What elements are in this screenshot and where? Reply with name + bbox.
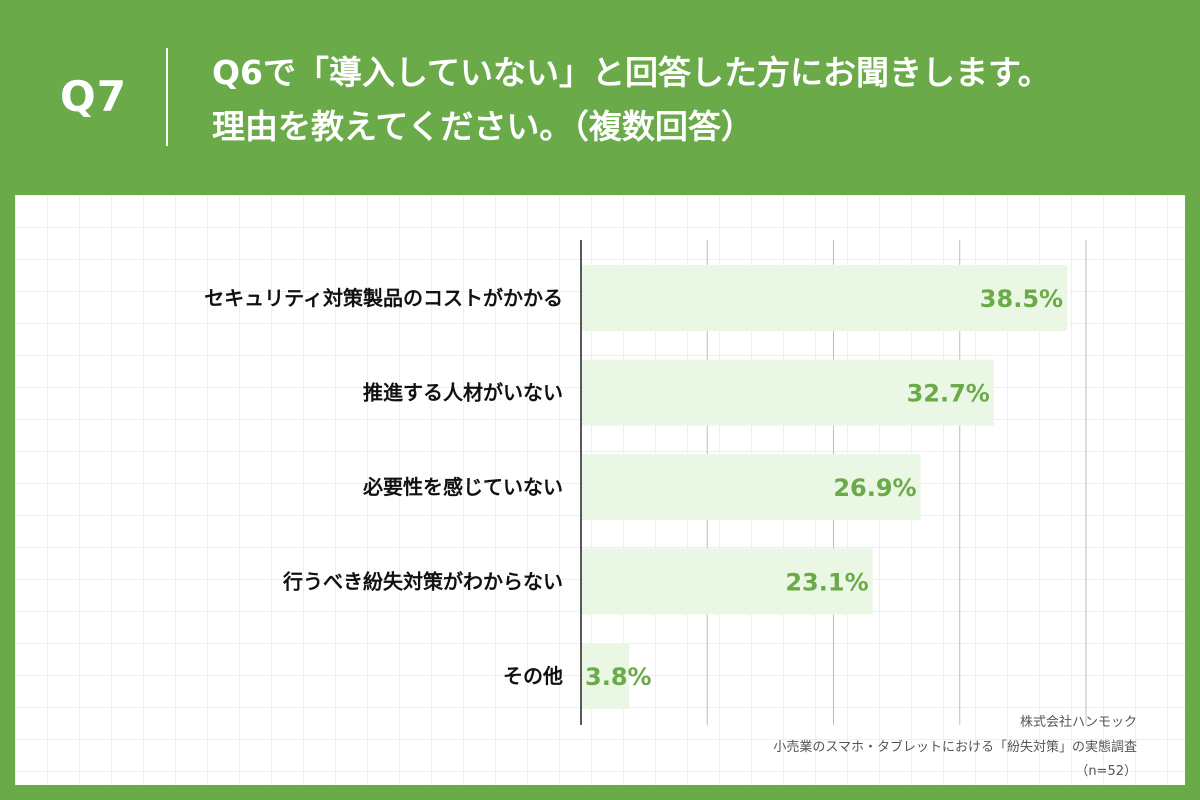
chart-panel: 38.5% 32.7% 26.9% 23.1% 3.8% セキュリティ対策製品のコストが…	[15, 195, 1185, 785]
data-label: 32.7%	[907, 380, 990, 408]
question-text: Q6で「導入していない」と回答した方にお聞きします。 理由を教えてください。（複…	[212, 46, 1172, 154]
data-label: 38.5%	[980, 285, 1063, 313]
bar-chart: 38.5% 32.7% 26.9% 23.1% 3.8% セキュリティ対策製品のコストが…	[204, 240, 1087, 725]
bar	[581, 359, 994, 426]
category-label: 推進する人材がいない	[363, 381, 563, 405]
data-label: 26.9%	[833, 474, 916, 502]
question-line-2: 理由を教えてください。（複数回答）	[212, 107, 754, 146]
category-label: セキュリティ対策製品のコストがかかる	[204, 286, 563, 310]
header: Q7 Q6で「導入していない」と回答した方にお聞きします。 理由を教えてください…	[0, 0, 1200, 195]
data-label: 3.8%	[585, 663, 652, 691]
bar	[581, 643, 629, 709]
category-label: 行うべき紛失対策がわからない	[282, 570, 563, 594]
category-label: 必要性を感じていない	[362, 475, 563, 499]
bar	[581, 265, 1068, 331]
bar	[581, 454, 921, 520]
category-label: その他	[503, 664, 563, 688]
source-sample: （n=52）	[1075, 764, 1137, 779]
data-label: 23.1%	[785, 569, 868, 597]
source-survey: 小売業のスマホ・タブレットにおける「紛失対策」の実態調査	[773, 740, 1137, 755]
header-divider	[166, 48, 168, 146]
bar	[581, 548, 873, 615]
question-line-1: Q6で「導入していない」と回答した方にお聞きします。	[212, 53, 1051, 92]
source-company: 株式会社ハンモック	[1019, 715, 1137, 730]
question-number: Q7	[60, 72, 127, 121]
